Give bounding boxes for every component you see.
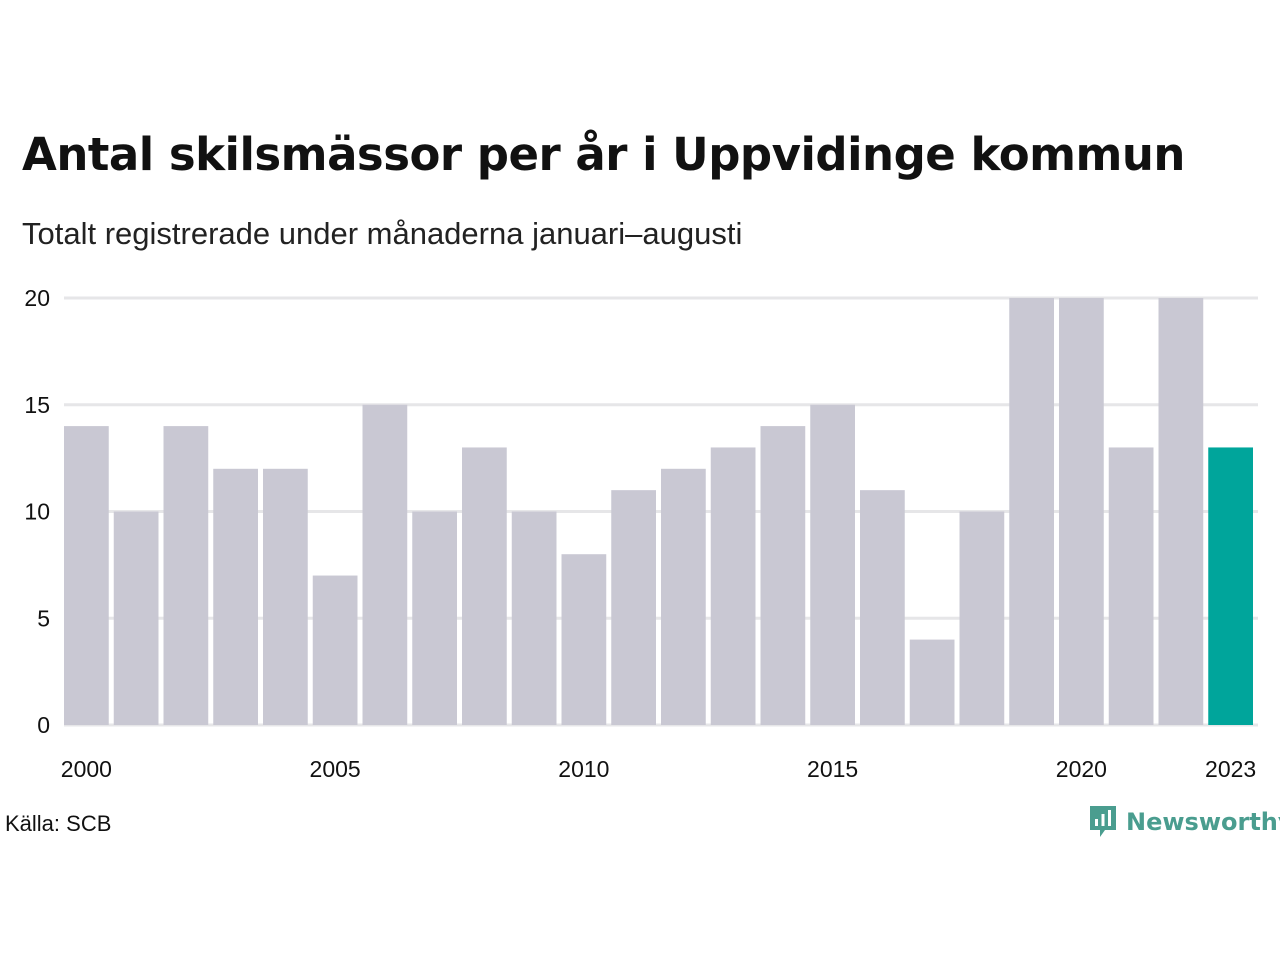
bar-2015 bbox=[810, 404, 855, 725]
bar-2016 bbox=[860, 490, 905, 725]
bar-2022 bbox=[1158, 298, 1204, 725]
bar-2002 bbox=[163, 426, 209, 725]
y-tick-label: 0 bbox=[37, 712, 50, 738]
bar-2023 bbox=[1208, 447, 1253, 725]
source-note: Källa: SCB bbox=[5, 811, 112, 836]
y-tick-label: 10 bbox=[24, 499, 50, 525]
bar-2001 bbox=[113, 511, 159, 725]
bar-2000 bbox=[64, 426, 109, 725]
x-tick-label: 2010 bbox=[558, 756, 609, 782]
bar-2006 bbox=[362, 404, 408, 725]
x-tick-label: 2023 bbox=[1205, 756, 1256, 782]
x-tick-label: 2005 bbox=[310, 756, 361, 782]
bar-2018 bbox=[959, 511, 1005, 725]
bar-2012 bbox=[661, 468, 706, 725]
newsworthy-brand: Newsworthy bbox=[1088, 804, 1280, 840]
x-axis-ticks: 2000 2005 2010 2015 2020 2023 bbox=[61, 756, 1256, 782]
bar-2007 bbox=[412, 511, 457, 725]
bar-2019 bbox=[1009, 298, 1054, 725]
bars bbox=[64, 298, 1253, 725]
bar-2003 bbox=[213, 468, 258, 725]
bar-2005 bbox=[312, 575, 358, 725]
bar-2013 bbox=[710, 447, 756, 725]
brand-name: Newsworthy bbox=[1126, 808, 1280, 836]
x-tick-label: 2020 bbox=[1056, 756, 1107, 782]
bar-2021 bbox=[1108, 447, 1154, 725]
bar-chart: 0 5 10 15 20 2000 2005 2010 2015 2020 2023 bbox=[24, 285, 1258, 782]
bar-2008 bbox=[462, 447, 507, 725]
bar-2011 bbox=[611, 490, 656, 725]
x-tick-label: 2000 bbox=[61, 756, 112, 782]
y-tick-label: 15 bbox=[24, 392, 50, 418]
y-tick-label: 5 bbox=[37, 605, 50, 631]
chart-subtitle: Totalt registrerade under månaderna janu… bbox=[22, 216, 743, 251]
y-tick-label: 20 bbox=[24, 285, 50, 311]
bar-2004 bbox=[263, 468, 308, 725]
bar-2017 bbox=[909, 639, 955, 725]
bar-2010 bbox=[561, 554, 607, 725]
chart-title: Antal skilsmässor per år i Uppvidinge ko… bbox=[22, 128, 1185, 181]
bar-2009 bbox=[511, 511, 557, 725]
bar-2020 bbox=[1059, 298, 1104, 725]
y-axis-ticks: 0 5 10 15 20 bbox=[24, 285, 50, 738]
newsworthy-logo-icon bbox=[1090, 806, 1116, 837]
x-tick-label: 2015 bbox=[807, 756, 858, 782]
bar-2014 bbox=[760, 426, 806, 725]
